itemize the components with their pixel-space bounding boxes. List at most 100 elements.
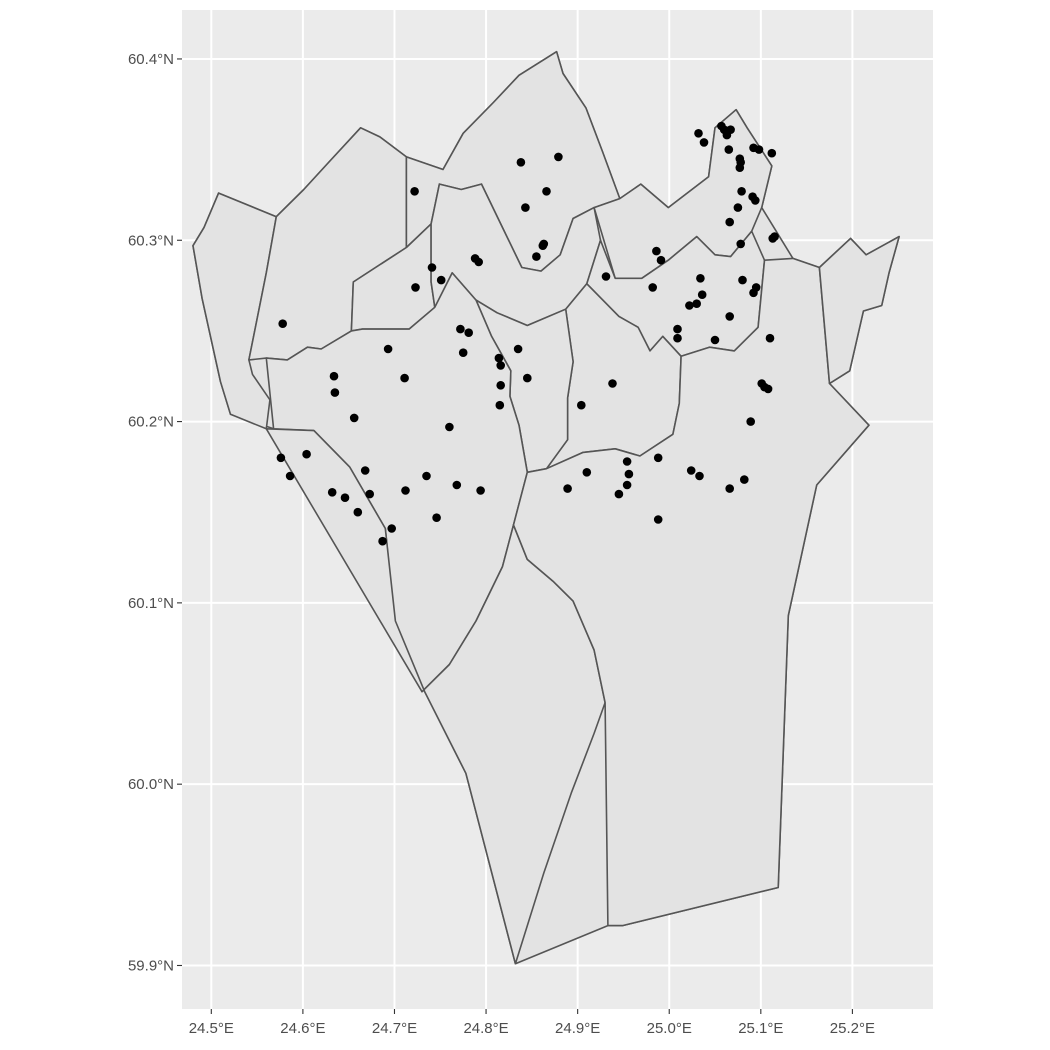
- location-point: [445, 422, 454, 432]
- location-point: [695, 471, 704, 481]
- location-point: [427, 263, 437, 272]
- y-tick-label: 60.0°N: [128, 776, 174, 793]
- location-point: [763, 384, 773, 394]
- location-point: [329, 371, 339, 381]
- x-tick-label: 25.2°E: [830, 1020, 875, 1037]
- location-point: [767, 148, 777, 158]
- location-point: [733, 203, 743, 212]
- location-point: [516, 158, 526, 167]
- location-point: [276, 453, 286, 463]
- district-polygon-12: [512, 257, 870, 927]
- location-point: [542, 187, 551, 196]
- location-point: [699, 138, 709, 147]
- district-polygon-13: [818, 235, 900, 385]
- location-point: [692, 299, 701, 309]
- location-point: [746, 417, 755, 426]
- location-point: [622, 480, 632, 490]
- x-tick-label: 24.8°E: [463, 1020, 508, 1037]
- y-tick-label: 59.9°N: [128, 957, 174, 974]
- x-tick-label: 25.0°E: [647, 1020, 692, 1037]
- location-point: [422, 471, 431, 481]
- location-point: [765, 333, 775, 343]
- location-point: [340, 493, 350, 503]
- location-point: [464, 328, 474, 338]
- location-point: [673, 324, 682, 334]
- location-point: [494, 353, 504, 363]
- location-point: [735, 163, 745, 172]
- location-point: [538, 241, 548, 250]
- y-tick-label: 60.1°N: [128, 595, 174, 612]
- location-point: [740, 475, 749, 484]
- location-point: [452, 480, 462, 490]
- location-point: [474, 257, 484, 267]
- location-point: [653, 453, 663, 463]
- location-point: [685, 301, 694, 310]
- location-point: [656, 255, 666, 265]
- location-point: [378, 536, 387, 546]
- location-point: [349, 413, 359, 423]
- x-tick-label: 24.7°E: [372, 1020, 417, 1037]
- location-point: [608, 379, 617, 388]
- location-point: [726, 125, 735, 134]
- location-point: [686, 466, 696, 475]
- location-point: [724, 145, 734, 154]
- y-tick-label: 60.4°N: [128, 51, 174, 68]
- location-point: [365, 489, 375, 499]
- location-point: [401, 486, 410, 495]
- y-tick-label: 60.2°N: [128, 414, 174, 431]
- location-point: [697, 290, 707, 300]
- location-point: [624, 469, 634, 479]
- location-point: [327, 488, 337, 497]
- location-point: [458, 348, 468, 358]
- location-point: [601, 272, 611, 281]
- location-point: [582, 468, 592, 477]
- location-point: [696, 274, 705, 283]
- y-tick-label: 60.3°N: [128, 232, 174, 249]
- location-point: [383, 344, 393, 354]
- location-point: [614, 489, 624, 499]
- location-point: [751, 196, 760, 205]
- x-tick-label: 24.9°E: [555, 1020, 600, 1037]
- location-point: [278, 319, 288, 329]
- location-point: [496, 381, 506, 390]
- location-point: [285, 471, 295, 481]
- location-point: [360, 466, 370, 475]
- location-point: [532, 252, 541, 261]
- location-point: [710, 335, 720, 345]
- location-point: [770, 232, 779, 241]
- location-point: [652, 246, 661, 256]
- location-point: [749, 288, 758, 298]
- location-point: [495, 400, 505, 410]
- location-point: [622, 457, 632, 466]
- district-polygon-11: [265, 427, 606, 965]
- location-point: [673, 333, 682, 343]
- location-point: [694, 129, 703, 138]
- x-tick-label: 25.1°E: [738, 1020, 783, 1037]
- location-point: [496, 361, 506, 370]
- location-point: [736, 239, 745, 249]
- location-point: [725, 312, 734, 321]
- location-point: [476, 486, 485, 495]
- location-point: [523, 373, 532, 383]
- location-point: [648, 283, 657, 292]
- location-point: [577, 400, 586, 410]
- x-tick-label: 24.6°E: [280, 1020, 325, 1037]
- location-point: [456, 324, 465, 334]
- location-point: [330, 388, 340, 397]
- location-point: [754, 145, 764, 154]
- location-point: [411, 283, 420, 292]
- x-tick-label: 24.5°E: [189, 1020, 234, 1037]
- location-point: [554, 152, 563, 162]
- location-point: [513, 344, 523, 354]
- location-point: [725, 217, 734, 227]
- location-point: [302, 449, 311, 459]
- location-point: [400, 373, 409, 383]
- location-point: [432, 513, 441, 522]
- axes: 24.5°E 24.6°E 24.7°E 24.8°E 24.9°E 25.0°E 25.1…: [128, 51, 875, 1037]
- location-point: [653, 515, 663, 524]
- location-point: [563, 484, 572, 493]
- location-point: [521, 203, 530, 212]
- location-point: [410, 187, 419, 196]
- location-point: [738, 275, 747, 285]
